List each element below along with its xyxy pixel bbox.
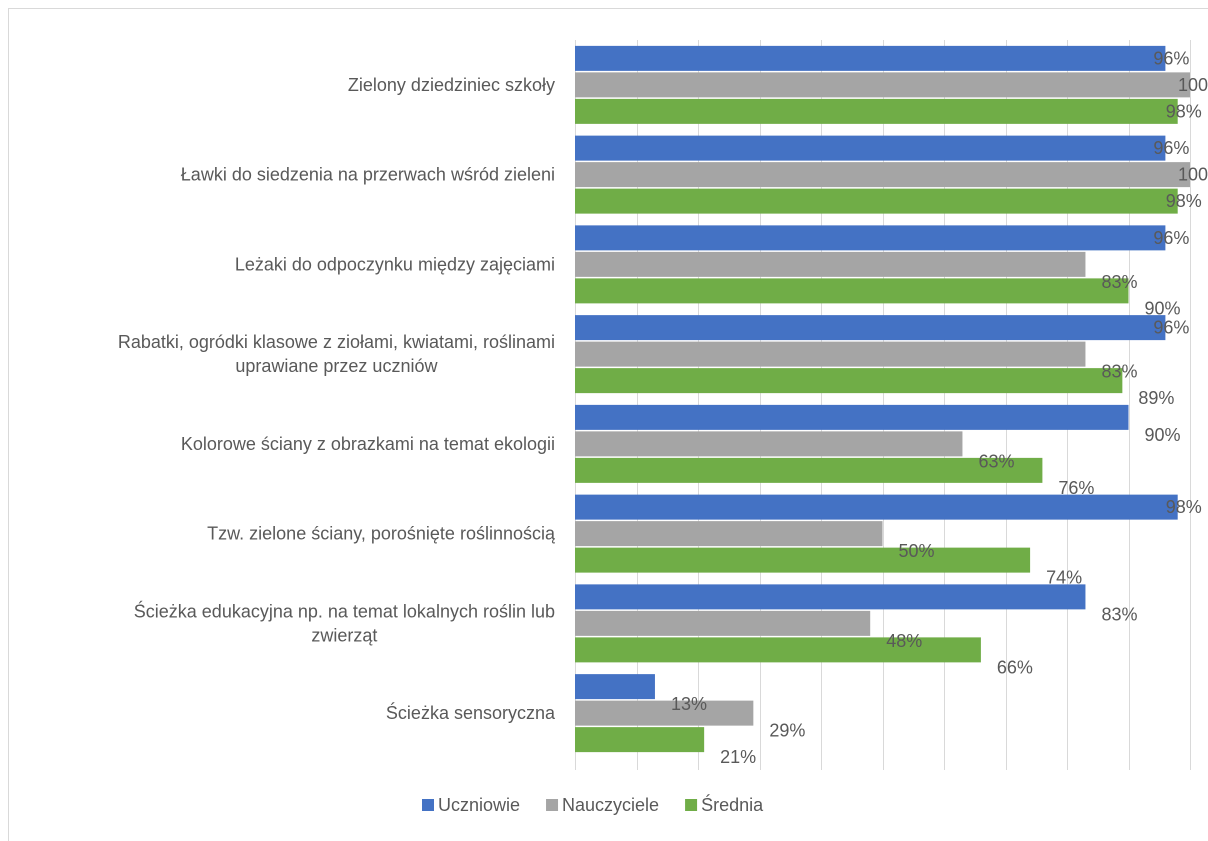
legend-label: Nauczyciele [562,795,659,815]
data-label: 76% [1058,478,1094,498]
chart-area [8,8,1208,841]
bar-uczniowie [575,404,1129,430]
bar-średnia [575,727,705,753]
category-label: Ścieżka sensoryczna [386,702,556,723]
bar-nauczyciele [575,72,1190,98]
bar-średnia [575,547,1031,573]
data-labels: 96%100%98%96%100%98%96%83%90%96%83%89%90… [671,48,1208,767]
legend-swatch [546,799,559,811]
legend-swatch [685,799,698,811]
category-label: Zielony dziedziniec szkoły [348,75,555,95]
data-label: 100% [1178,165,1208,185]
category-label: Ławki do siedzenia na przerwach wśród zi… [181,165,555,185]
data-label: 96% [1153,318,1189,338]
bar-nauczyciele [575,431,963,457]
bar-uczniowie [575,315,1166,341]
legend-label: Uczniowie [438,795,520,815]
data-label: 74% [1046,568,1082,588]
bar-średnia [575,188,1178,214]
data-label: 90% [1145,425,1181,445]
bar-średnia [575,98,1178,124]
data-label: 83% [1101,362,1137,382]
data-label: 98% [1166,101,1202,121]
data-label: 98% [1166,497,1202,517]
bar-średnia [575,637,981,663]
data-label: 29% [769,721,805,741]
legend: Uczniowie Nauczyciele Średnia [422,794,764,815]
category-label: Kolorowe ściany z obrazkami na temat eko… [181,434,555,454]
bar-uczniowie [575,494,1178,520]
data-label: 83% [1101,604,1137,624]
bar-uczniowie [575,584,1086,610]
bar-średnia [575,457,1043,483]
category-label: Tzw. zielone ściany, porośnięte roślinno… [207,524,556,544]
legend-label: Średnia [701,794,764,815]
category-label: Rabatki, ogródki klasowe z ziołami, kwia… [118,332,555,352]
data-label: 83% [1101,272,1137,292]
bar-uczniowie [575,674,655,700]
bar-nauczyciele [575,610,871,636]
category-label: zwierząt [311,625,377,645]
data-label: 21% [720,747,756,767]
bar-nauczyciele [575,341,1086,367]
category-label: Leżaki do odpoczynku między zajęciami [235,254,555,274]
data-label: 66% [997,657,1033,677]
legend-swatch [422,799,434,811]
data-label: 63% [978,451,1014,471]
category-label: uprawiane przez uczniów [235,356,438,376]
category-labels: Zielony dziedziniec szkoły Ławki do siedz… [118,75,556,723]
bar-nauczyciele [575,700,754,726]
bar-średnia [575,368,1123,394]
data-label: 90% [1145,298,1181,318]
data-label: 13% [671,694,707,714]
bar-uczniowie [575,225,1166,251]
bar-nauczyciele [575,162,1190,188]
data-label: 98% [1166,191,1202,211]
bar-uczniowie [575,45,1166,71]
bars [575,45,1190,753]
data-label: 89% [1138,388,1174,408]
data-label: 50% [899,541,935,561]
bar-nauczyciele [575,521,883,547]
bar-średnia [575,278,1129,304]
bar-nauczyciele [575,251,1086,277]
data-label: 96% [1153,48,1189,68]
data-label: 100% [1178,75,1208,95]
data-label: 96% [1153,138,1189,158]
category-label: Ścieżka edukacyjna np. na temat lokalnyc… [134,600,555,621]
data-label: 48% [886,631,922,651]
bar-uczniowie [575,135,1166,161]
data-label: 96% [1153,228,1189,248]
